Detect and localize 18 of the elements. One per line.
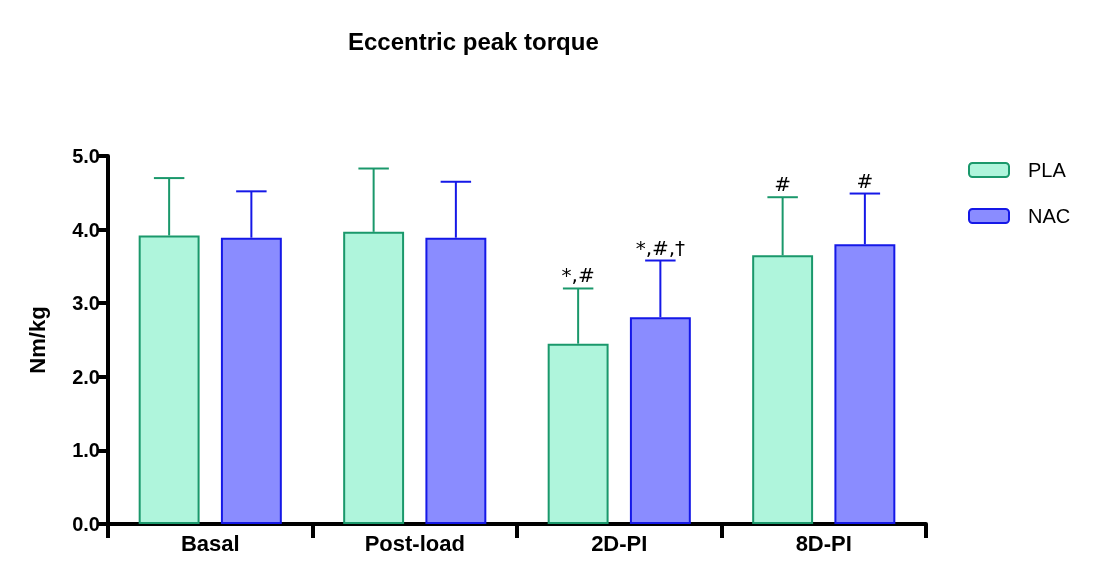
x-tick-label: Basal bbox=[180, 530, 240, 556]
y-axis-title: Nm/kg bbox=[24, 306, 50, 374]
y-tick-label: 5.0 bbox=[72, 145, 100, 167]
y-tick-label: 0.0 bbox=[72, 513, 100, 535]
data-label: *,#,† bbox=[635, 235, 686, 260]
y-tick-label: 4.0 bbox=[72, 218, 100, 241]
y-tick-label: 3.0 bbox=[72, 292, 100, 315]
legend-label: PLA bbox=[1028, 159, 1067, 181]
data-label: # bbox=[856, 168, 874, 193]
x-tick-label: 8D-PI bbox=[795, 530, 852, 556]
x-tick-label: Post-load bbox=[364, 530, 465, 556]
data-label: *,# bbox=[561, 263, 595, 288]
y-tick-label: 1.0 bbox=[72, 439, 100, 462]
chart-title: Eccentric peak torque bbox=[348, 27, 599, 55]
data-label: # bbox=[774, 172, 792, 197]
x-tick-label: 2D-PI bbox=[591, 530, 648, 556]
y-tick-label: 2.0 bbox=[72, 365, 100, 388]
legend-label: NAC bbox=[1028, 205, 1071, 227]
